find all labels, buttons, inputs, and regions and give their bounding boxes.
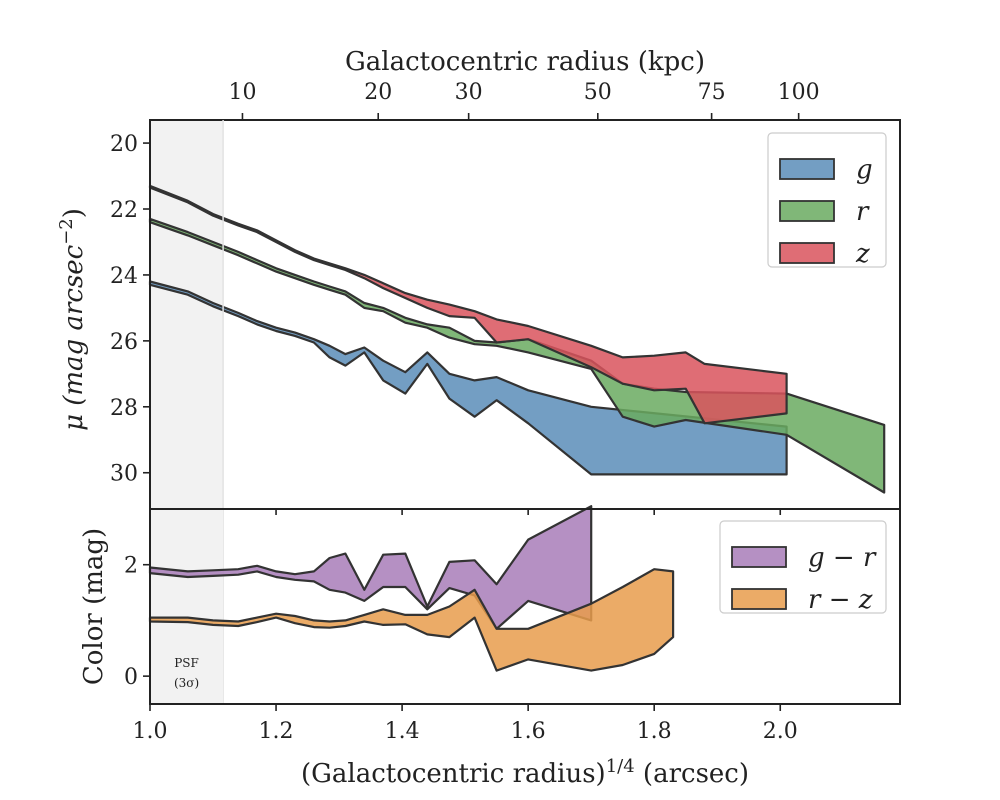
mu-tick-label: 20 bbox=[110, 132, 138, 157]
radius-tick-label: 1.4 bbox=[385, 719, 420, 744]
surface-brightness-legend: grz bbox=[767, 132, 887, 269]
legend-swatch bbox=[731, 546, 787, 568]
radius-tick-label: 2.0 bbox=[763, 719, 798, 744]
legend-label: z bbox=[855, 239, 870, 269]
psf-region-bottom bbox=[150, 509, 224, 704]
radius-tick-label: 1.8 bbox=[637, 719, 672, 744]
radius-x-axis-ticks: 1.0 1.2 1.4 1.6 1.8 2.0 bbox=[133, 704, 798, 744]
legend-label: g bbox=[856, 155, 873, 185]
kpc-axis-title: Galactocentric radius (kpc) bbox=[345, 47, 705, 77]
mu-axis-title-close: ) bbox=[59, 208, 89, 218]
kpc-top-axis-ticks: 10 20 30 50 75 100 bbox=[228, 80, 820, 120]
kpc-tick-label: 20 bbox=[364, 80, 392, 105]
color-tick-label: 2 bbox=[124, 554, 138, 579]
radius-axis-title: (Galactocentric radius)1/4 (arcsec) bbox=[301, 756, 749, 789]
band-z bbox=[148, 184, 788, 425]
legend-label: r bbox=[856, 197, 870, 227]
kpc-tick-label: 100 bbox=[778, 80, 820, 105]
color-axis-title: Color (mag) bbox=[79, 528, 109, 685]
radius-tick-label: 1.0 bbox=[133, 719, 168, 744]
mu-tick-label: 28 bbox=[110, 396, 138, 421]
radius-axis-title-sup: 1/4 bbox=[606, 756, 635, 777]
mu-axis-title-sup: −2 bbox=[56, 218, 77, 245]
legend-swatch bbox=[779, 200, 835, 222]
legend-swatch bbox=[779, 242, 835, 264]
psf-label-line2: (3σ) bbox=[174, 676, 199, 690]
kpc-tick-label: 10 bbox=[228, 80, 256, 105]
kpc-tick-label: 50 bbox=[584, 80, 612, 105]
kpc-tick-label: 75 bbox=[698, 80, 726, 105]
mu-axis-title-main: μ (mag arcsec bbox=[59, 244, 89, 431]
color-bands bbox=[148, 505, 675, 672]
legend-label: g − r bbox=[808, 543, 877, 573]
radius-tick-label: 1.2 bbox=[259, 719, 294, 744]
legend-swatch bbox=[731, 588, 787, 610]
psf-region-top bbox=[150, 120, 224, 509]
radius-axis-title-main: (Galactocentric radius) bbox=[301, 759, 606, 789]
color-legend: g − r r − z bbox=[719, 520, 887, 615]
color-tick-label: 0 bbox=[124, 665, 138, 690]
mu-tick-label: 26 bbox=[110, 330, 138, 355]
radius-tick-label: 1.6 bbox=[511, 719, 546, 744]
color-y-axis-ticks: 02 bbox=[124, 554, 150, 690]
mu-y-axis-ticks: 20 22 24 26 28 30 bbox=[110, 132, 150, 487]
mu-tick-label: 30 bbox=[110, 462, 138, 487]
mu-tick-label: 24 bbox=[110, 264, 138, 289]
bottom-panel-frame bbox=[149, 508, 901, 705]
legend-swatch bbox=[779, 158, 835, 180]
mu-axis-title: μ (mag arcsec−2) bbox=[56, 208, 89, 431]
band-r-minus-z bbox=[148, 568, 675, 672]
psf-label-line1: PSF bbox=[174, 656, 199, 670]
radius-axis-title-unit: (arcsec) bbox=[635, 759, 749, 789]
mu-tick-label: 22 bbox=[110, 198, 138, 223]
legend-label: r − z bbox=[808, 585, 873, 615]
band-g bbox=[148, 280, 788, 476]
color-panel: 02 1.0 1.2 1.4 1.6 1.8 2.0 PSF (3σ) Color (ma… bbox=[79, 505, 901, 789]
kpc-tick-label: 30 bbox=[455, 80, 483, 105]
